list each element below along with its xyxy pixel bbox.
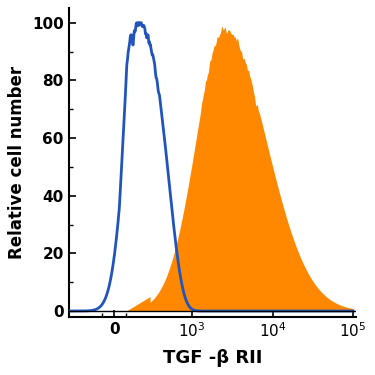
X-axis label: TGF -β RII: TGF -β RII xyxy=(163,349,262,367)
Y-axis label: Relative cell number: Relative cell number xyxy=(8,66,26,259)
